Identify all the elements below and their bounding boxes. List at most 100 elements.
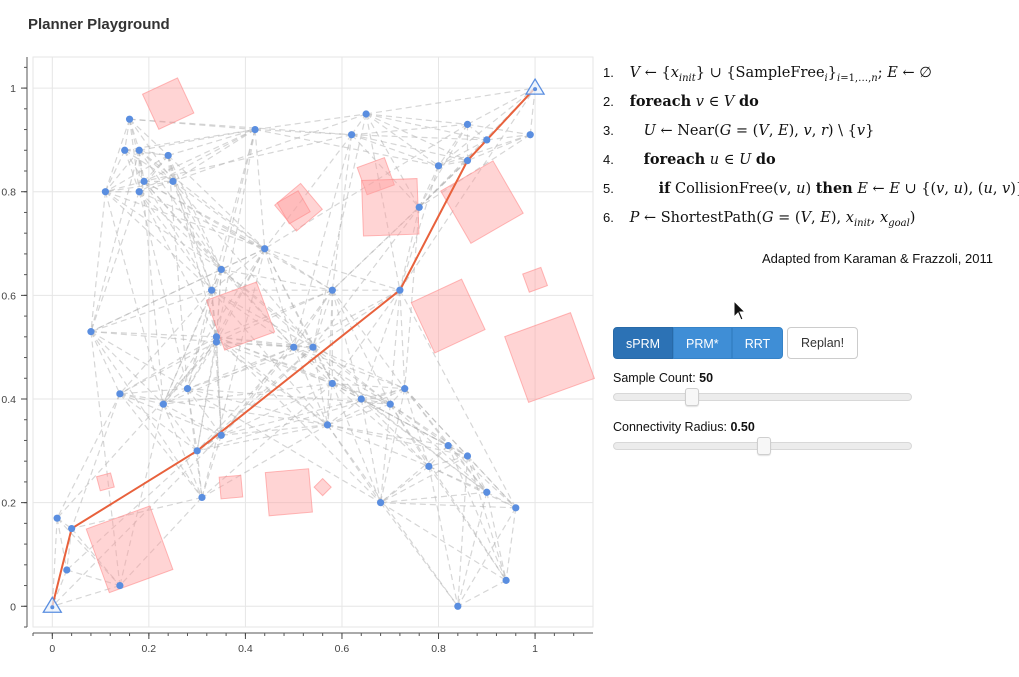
- roadmap-edge: [447, 445, 488, 493]
- roadmap-edge: [326, 424, 459, 607]
- roadmap-edge: [105, 191, 222, 270]
- sample-node: [212, 338, 221, 346]
- roadmap-edge: [187, 388, 381, 504]
- roadmap-edge: [187, 346, 294, 390]
- sample-node: [328, 286, 336, 294]
- roadmap-edge: [168, 128, 256, 157]
- roadmap-edge: [186, 341, 217, 389]
- roadmap-edge: [215, 248, 266, 338]
- roadmap-edge: [138, 155, 169, 193]
- roadmap-edge: [486, 491, 517, 509]
- roadmap-edge: [215, 336, 222, 436]
- roadmap-edge: [71, 528, 121, 586]
- roadmap-edge: [162, 248, 266, 405]
- sample-node: [444, 442, 452, 450]
- roadmap-edge: [331, 289, 391, 405]
- roadmap-edge: [139, 180, 174, 193]
- roadmap-edge: [254, 113, 367, 131]
- roadmap-edge: [380, 502, 516, 509]
- sample-count-slider-handle[interactable]: [685, 388, 700, 406]
- roadmap-edge: [438, 124, 468, 167]
- sample-node: [463, 157, 472, 165]
- roadmap-edge: [104, 149, 140, 193]
- roadmap-edge: [138, 191, 222, 270]
- roadmap-edge: [119, 336, 217, 395]
- sample-node: [483, 136, 491, 144]
- replan-button[interactable]: Replan!: [787, 327, 859, 359]
- roadmap-edge: [216, 289, 333, 338]
- sample-count-slider[interactable]: [613, 388, 912, 406]
- roadmap-edge: [220, 129, 256, 270]
- sample-node: [63, 566, 71, 574]
- roadmap-edge: [186, 388, 203, 498]
- mouse-pointer-icon: [733, 300, 747, 321]
- roadmap-edge: [331, 290, 362, 400]
- roadmap-edge: [216, 336, 328, 426]
- roadmap-edge: [264, 248, 333, 384]
- roadmap-edge: [56, 517, 121, 586]
- sample-node: [454, 602, 462, 610]
- sample-node: [217, 431, 225, 439]
- sample-node: [396, 286, 404, 294]
- algo-line-number: 5.: [603, 181, 614, 196]
- roadmap-edge: [215, 248, 266, 343]
- roadmap-edge: [360, 398, 382, 503]
- roadmap-edge: [196, 346, 295, 452]
- path-line: [51, 87, 536, 607]
- roadmap-edge: [119, 393, 198, 452]
- sample-node: [53, 514, 61, 522]
- sample-node: [526, 131, 534, 139]
- roadmap-edge: [119, 388, 188, 395]
- roadmap-edge: [351, 113, 367, 136]
- sample-node: [198, 493, 206, 502]
- roadmap-edge: [211, 248, 266, 291]
- roadmap-edge: [380, 455, 468, 504]
- roadmap-edge: [138, 149, 174, 182]
- roadmap-edge: [467, 123, 531, 136]
- algo-line-3: 3. U ← Near(G = (V, E), v, r) \ {v}: [603, 120, 874, 142]
- roadmap-plot[interactable]: 0 0 0.2 0.2 0.4 0.4 0.6 0.6 0.8 0.8 1 1: [0, 45, 600, 660]
- roadmap-edge: [293, 346, 391, 405]
- connectivity-radius-slider-handle[interactable]: [756, 437, 771, 455]
- algo-line-1: 1. V ← {xinit} ∪ {SampleFreei}i=1,…,n; E…: [603, 62, 932, 84]
- roadmap-edge: [380, 502, 507, 581]
- roadmap-edge: [143, 129, 256, 182]
- roadmap-edge: [418, 124, 469, 208]
- planner-button-rrt[interactable]: RRT: [731, 327, 784, 359]
- roadmap-edge: [438, 160, 468, 167]
- planner-button-prm-star[interactable]: PRM*: [673, 327, 732, 359]
- roadmap-edge: [105, 180, 145, 193]
- sample-node: [328, 379, 336, 388]
- planner-button-sprm[interactable]: sPRM: [613, 327, 674, 359]
- roadmap-edge: [163, 346, 294, 405]
- roadmap-edge: [163, 403, 222, 436]
- roadmap-edge: [293, 346, 488, 493]
- sample-node: [164, 151, 172, 160]
- sample-node: [309, 343, 317, 351]
- roadmap-edge: [124, 119, 131, 151]
- roadmap-edge: [254, 128, 439, 167]
- sample-count-label: Sample Count: 50: [613, 371, 713, 385]
- obstacle: [356, 156, 395, 196]
- roadmap-edge: [172, 181, 222, 270]
- roadmap-edge: [138, 149, 266, 250]
- roadmap-edge: [312, 289, 401, 348]
- roadmap-edge: [327, 424, 430, 467]
- roadmap-edge: [119, 404, 164, 586]
- obstacle: [205, 281, 276, 351]
- obstacle: [313, 477, 332, 497]
- roadmap-edge: [163, 388, 188, 405]
- roadmap-edge: [138, 191, 265, 250]
- sample-node: [121, 146, 129, 154]
- obstacle: [264, 468, 313, 517]
- roadmap-edge: [331, 382, 430, 467]
- roadmap-edge: [312, 289, 333, 348]
- roadmap-edge: [221, 268, 333, 291]
- connectivity-radius-slider[interactable]: [613, 437, 912, 455]
- roadmap-edge: [428, 466, 507, 581]
- sample-count-value: 50: [699, 371, 714, 385]
- roadmap-edge: [428, 466, 459, 607]
- roadmap-edge: [56, 393, 121, 519]
- roadmap-edge: [216, 341, 328, 426]
- sample-node: [425, 462, 433, 470]
